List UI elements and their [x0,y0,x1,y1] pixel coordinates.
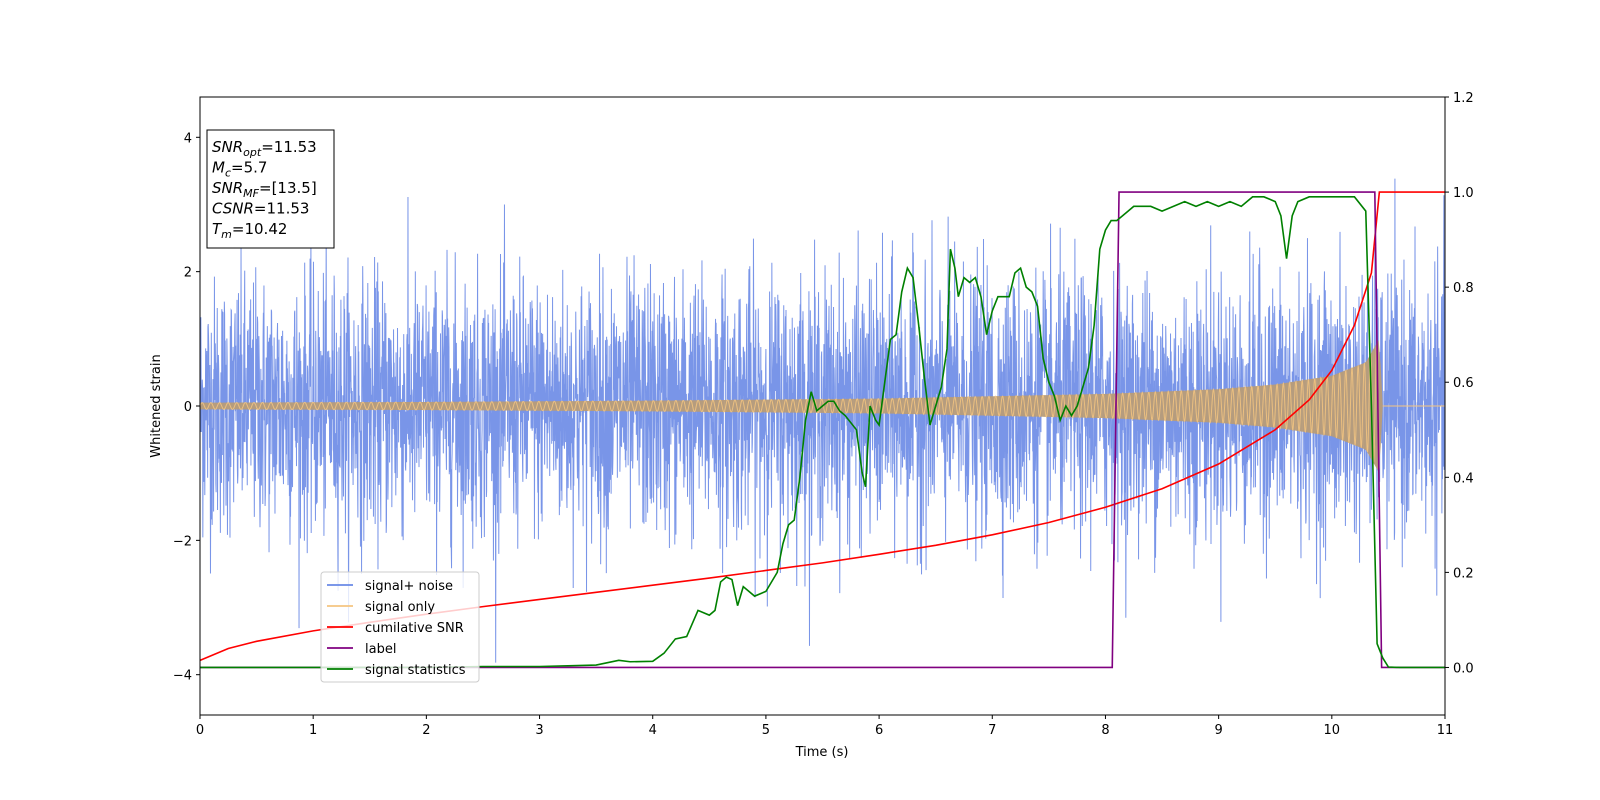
y-tick-label: 0 [184,400,192,415]
x-tick-label: 9 [1214,723,1222,738]
y2-tick-label: 0.8 [1453,281,1474,296]
y-tick-label: −2 [173,534,192,549]
legend: signal+ noise signal only cumilative SNR la… [320,571,480,683]
legend-label: signal statistics [365,663,466,678]
y2-tick-label: 0.2 [1453,566,1474,581]
x-tick-label: 8 [1101,723,1109,738]
x-axis-title: Time (s) [795,745,849,760]
x-tick-label: 5 [762,723,770,738]
x-tick-label: 11 [1437,723,1454,738]
legend-item-signal-noise: signal+ noise [327,579,453,594]
y-tick-label: −4 [173,669,192,684]
x-tick-label: 1 [309,723,317,738]
y2-tick-label: 0.0 [1453,661,1474,676]
y2-tick-label: 0.6 [1453,376,1474,391]
x-tick-label: 0 [196,723,204,738]
y2-tick-label: 1.0 [1453,186,1474,201]
y-tick-label: 4 [184,131,192,146]
series-signal-statistics-line [200,196,1445,669]
legend-label: signal+ noise [365,579,453,594]
annotation-line: SNRopt=11.53 [212,138,317,159]
annotation-line: SNRMF=[13.5] [212,179,317,200]
x-tick-label: 6 [875,723,883,738]
x-tick-label: 10 [1324,723,1341,738]
y2-tick-label: 1.2 [1453,91,1474,106]
y-tick-label: 2 [184,266,192,281]
legend-label: label [365,642,396,657]
annotation-line: Mc=5.7 [212,159,267,180]
legend-item-signal-statistics: signal statistics [327,663,466,678]
legend-label: signal only [365,600,435,615]
x-tick-label: 3 [535,723,543,738]
x-tick-label: 2 [422,723,430,738]
legend-item-cumulative-snr: cumilative SNR [327,621,464,636]
stats-annotation-box: SNRopt=11.53Mc=5.7SNRMF=[13.5]CSNR=11.53… [206,129,335,249]
x-tick-label: 7 [988,723,996,738]
annotation-line: Tm=10.42 [212,220,287,241]
legend-label: cumilative SNR [365,621,464,636]
x-tick-label: 4 [649,723,657,738]
y2-tick-label: 0.4 [1453,471,1474,486]
annotation-line: CSNR=11.53 [212,200,309,218]
y-axis-title: Whitened strain [149,354,164,457]
axes: 0 1 2 3 4 5 6 7 8 9 10 11 −4 −2 0 2 4 0.0 0.2 0.4 0.6 0.8 1.0 1… [173,91,1474,738]
legend-item-label: label [327,642,396,657]
plot-data [200,178,1445,669]
legend-item-signal-only: signal only [327,600,435,615]
series-signal-only-line [200,343,1380,469]
